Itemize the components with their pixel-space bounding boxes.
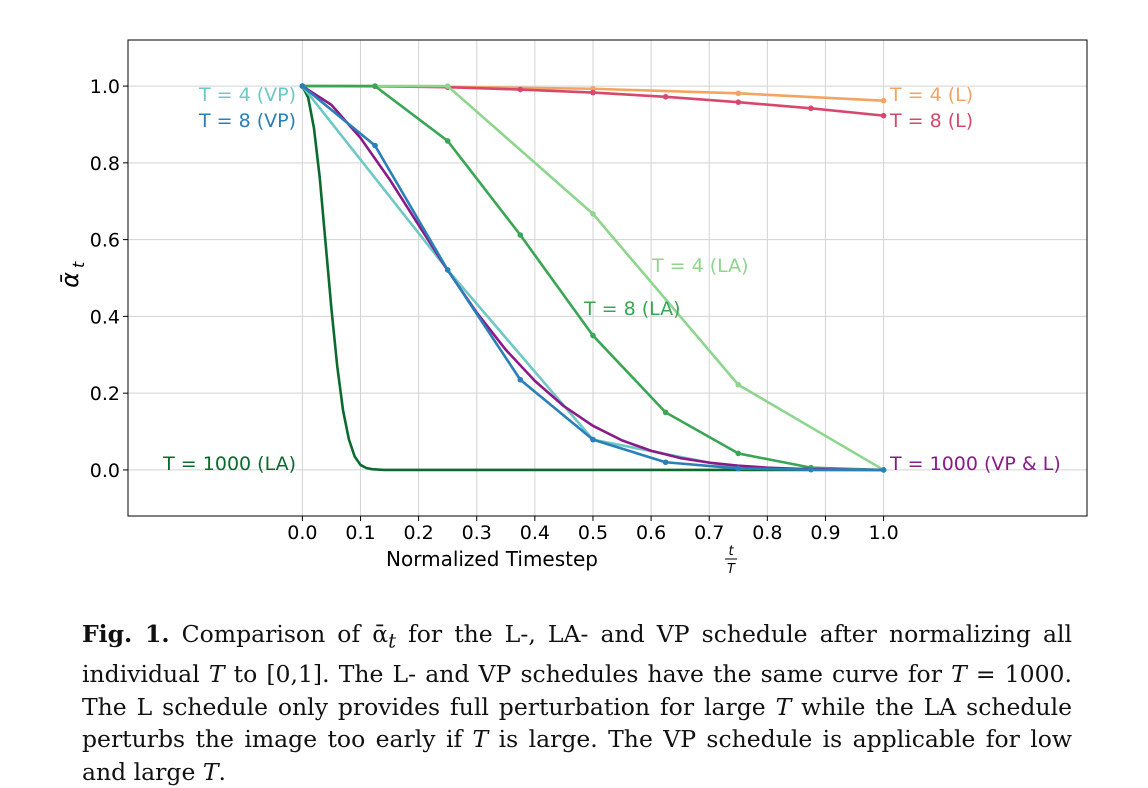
data-point: [444, 83, 451, 89]
series-label: T = 8 (LA): [583, 298, 681, 320]
figure-caption: Fig. 1. Comparison of ᾱt for the L-, LA-…: [82, 618, 1072, 788]
data-point: [662, 94, 669, 100]
data-point: [808, 466, 814, 473]
series-5: [299, 83, 887, 473]
y-tick-label: 0.0: [90, 460, 120, 482]
data-point: [517, 232, 524, 238]
series-label: T = 8 (L): [889, 110, 973, 132]
series-label: T = 4 (LA): [651, 255, 749, 277]
data-point: [662, 409, 669, 416]
ticks: 0.0 0.1 0.2 0.3 0.4 0.5 0.6 0.7 0.8 0.9 1.0 0.0 0.2 0…: [90, 76, 899, 544]
data-point: [662, 459, 669, 466]
x-tick-label: 0.5: [578, 522, 608, 544]
x-tick-label: 0.3: [462, 522, 492, 544]
data-point: [444, 267, 451, 273]
x-tick-label: 0.7: [694, 522, 724, 544]
line-chart: 0.0 0.1 0.2 0.3 0.4 0.5 0.6 0.7 0.8 0.9 1.0 0.0 0.2 0…: [56, 39, 1088, 577]
data-point: [880, 467, 887, 473]
data-point: [372, 83, 378, 89]
series-group: [299, 83, 887, 473]
x-tick-label: 0.6: [636, 522, 666, 544]
y-axis-label-symbol: ᾱ: [56, 272, 84, 288]
x-axis-label: Normalized Timestep: [386, 547, 598, 571]
x-tick-label: 0.1: [345, 522, 375, 544]
data-point: [517, 376, 524, 383]
x-tick-label: 0.9: [810, 522, 840, 544]
data-point: [735, 465, 742, 472]
x-tick-label: 0.8: [752, 522, 782, 544]
grid: [128, 40, 1087, 516]
x-tick-label: 0.4: [520, 522, 550, 544]
series-label: T = 8 (VP): [198, 110, 296, 132]
data-point: [444, 138, 451, 144]
data-point: [735, 99, 742, 105]
y-axis-label: ᾱt: [56, 261, 88, 288]
data-point: [735, 381, 742, 388]
data-point: [880, 112, 887, 119]
series-labels: T = 4 (L) T = 8 (L) T = 4 (LA) T = 8 (LA) T …: [162, 84, 1061, 475]
data-point: [590, 332, 596, 339]
data-point: [517, 86, 524, 93]
data-point: [735, 90, 742, 97]
caption-label: Fig. 1.: [82, 620, 170, 648]
series-7: [301, 84, 885, 472]
data-point: [808, 105, 814, 112]
series-label: T = 4 (L): [889, 84, 973, 106]
x-tick-label: 0.0: [287, 522, 317, 544]
x-axis-label-numerator: t: [728, 544, 734, 559]
data-point: [590, 211, 596, 217]
data-point: [590, 85, 596, 92]
y-tick-label: 0.4: [90, 306, 120, 328]
data-point: [590, 436, 596, 443]
data-point: [299, 83, 306, 89]
y-axis-label-subscript: t: [69, 261, 88, 268]
x-tick-label: 1.0: [868, 522, 898, 544]
caption-text: Comparison of ᾱt for the L-, LA- and VP …: [82, 620, 1072, 786]
series-label: T = 1000 (VP & L): [889, 453, 1061, 475]
y-tick-label: 0.6: [90, 230, 120, 252]
series-line: [301, 84, 885, 472]
x-axis-label-denominator: T: [727, 562, 736, 577]
x-tick-label: 0.2: [403, 522, 433, 544]
data-point: [590, 89, 596, 96]
y-tick-label: 0.8: [90, 153, 120, 175]
data-point: [372, 142, 378, 149]
data-point: [735, 450, 742, 457]
series-label: T = 1000 (LA): [162, 453, 296, 475]
series-label: T = 4 (VP): [198, 84, 296, 106]
y-tick-label: 1.0: [90, 76, 120, 98]
plot-frame: [127, 39, 1088, 517]
y-tick-label: 0.2: [90, 383, 120, 405]
data-point: [880, 97, 887, 104]
